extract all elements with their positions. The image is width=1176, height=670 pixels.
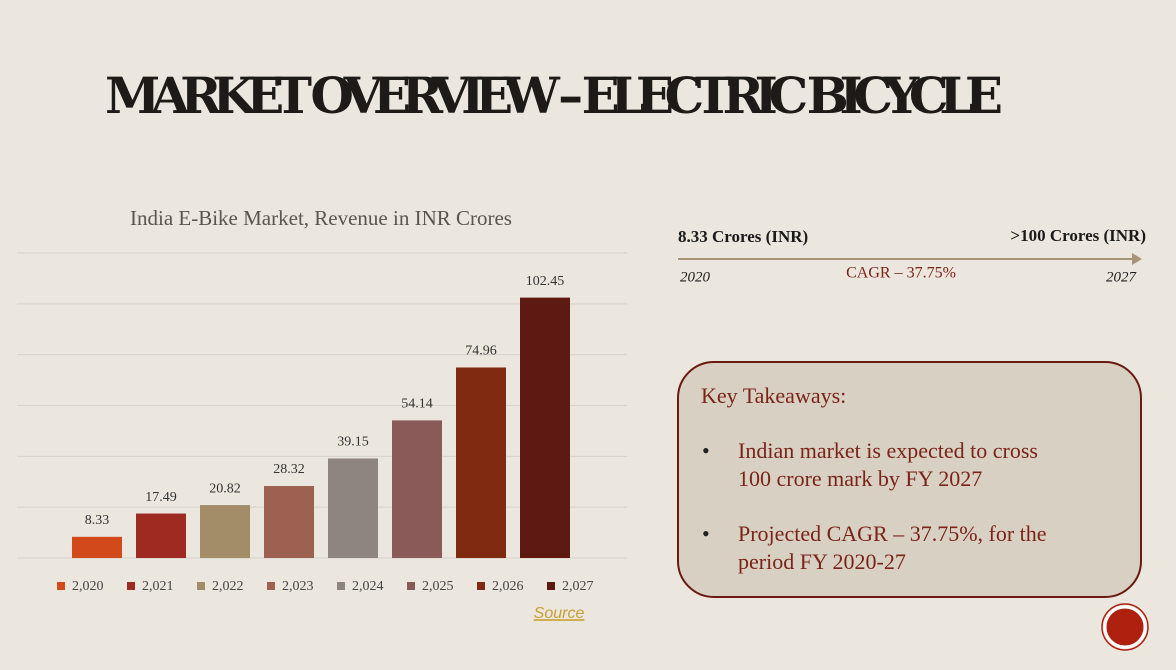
takeaway-line: Indian market is expected to cross	[738, 438, 1038, 463]
source-link[interactable]: Source	[534, 605, 585, 622]
legend-label: 2,021	[142, 579, 174, 594]
value-label: 39.15	[337, 435, 369, 450]
bar	[72, 536, 122, 558]
slide-title: MARKET OVERVIEW – ELECTRIC BICYCLE	[105, 66, 1005, 125]
legend-swatch	[477, 582, 485, 590]
bar	[328, 458, 378, 558]
bar	[456, 367, 506, 558]
takeaway-line: Projected CAGR – 37.75%, for the	[738, 521, 1047, 546]
bar	[264, 486, 314, 558]
legend-swatch	[547, 582, 555, 590]
value-label: 8.33	[85, 513, 110, 528]
legend-label: 2,024	[352, 579, 384, 594]
takeaways-heading: Key Takeaways:	[701, 383, 846, 408]
bar	[520, 297, 570, 558]
legend-swatch	[407, 582, 415, 590]
start-year: 2020	[680, 269, 711, 285]
legend-swatch	[337, 582, 345, 590]
legend-swatch	[57, 582, 65, 590]
takeaways-box	[677, 361, 1142, 598]
takeaway-line: period FY 2020-27	[738, 549, 906, 574]
value-label: 17.49	[145, 490, 177, 505]
legend-label: 2,022	[212, 579, 244, 594]
cagr: CAGR – 37.75%	[846, 265, 956, 282]
arrow-head	[1132, 253, 1142, 265]
value-label: 20.82	[209, 481, 241, 496]
bar	[136, 513, 186, 558]
bullet: •	[702, 438, 710, 463]
start-value: 8.33 Crores (INR)	[678, 227, 808, 246]
legend-label: 2,020	[72, 579, 104, 594]
takeaway-line: 100 crore mark by FY 2027	[738, 466, 982, 491]
takeaways: • Indian market is expected to cross 100 c…	[702, 438, 1047, 574]
legend-label: 2,027	[562, 579, 594, 594]
value-label: 28.32	[273, 462, 305, 477]
end-value: >100 Crores (INR)	[1010, 226, 1146, 245]
bullet: •	[702, 521, 710, 546]
legend-swatch	[127, 582, 135, 590]
bar	[200, 505, 250, 558]
nav-button[interactable]	[1103, 605, 1147, 649]
value-label: 54.14	[401, 397, 433, 412]
end-year: 2027	[1106, 269, 1138, 285]
legend-label: 2,026	[492, 579, 524, 594]
nav-ring	[1101, 603, 1149, 651]
value-label: 102.45	[526, 274, 565, 289]
legend-swatch	[197, 582, 205, 590]
legend-label: 2,025	[422, 579, 454, 594]
legend-label: 2,023	[282, 579, 314, 594]
bar	[392, 420, 442, 558]
value-label: 74.96	[465, 344, 497, 359]
chart-title: India E-Bike Market, Revenue in INR Cror…	[130, 206, 512, 230]
legend-swatch	[267, 582, 275, 590]
